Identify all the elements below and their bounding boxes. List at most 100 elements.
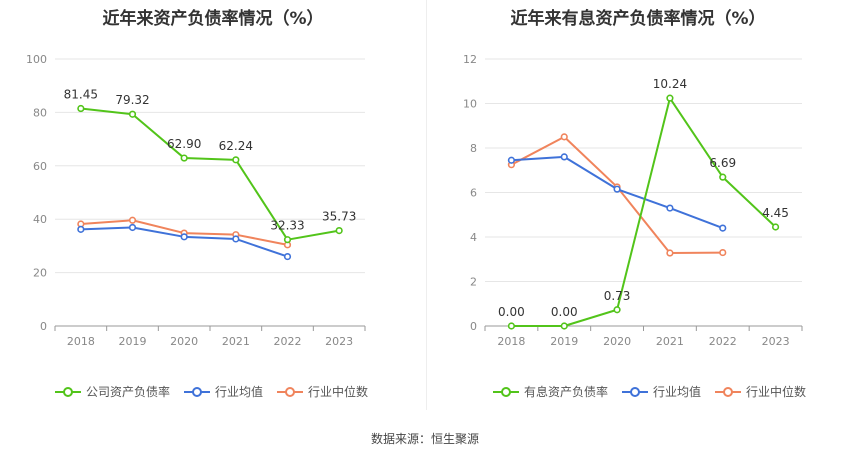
x-tick-label: 2022 [274,335,302,348]
data-point [719,248,727,257]
series-line [510,135,723,255]
data-label: 0.00 [498,305,525,319]
data-point [232,156,240,164]
legend-label: 行业中位数 [308,385,369,399]
y-tick-label: 2 [470,276,477,289]
data-point [180,154,188,162]
legend-marker [192,386,203,397]
legend-label: 行业均值 [215,385,264,399]
data-point [77,104,85,113]
legend-label: 公司资产负债率 [86,385,171,399]
data-point [128,223,137,232]
x-tick-label: 2023 [762,335,790,348]
data-point [180,233,188,241]
data-point [128,110,137,118]
data-label: 35.73 [322,210,356,224]
data-source: 数据来源：恒生聚源 [370,432,479,446]
data-label: 81.45 [64,88,98,102]
x-tick-label: 2021 [222,335,250,348]
x-tick-label: 2020 [170,335,198,348]
legend-line-icon [277,386,304,397]
legend-line-icon [622,386,649,397]
chart-divider [426,0,427,410]
data-point [613,306,621,314]
chart-legend: 有息资产负债率 行业均值 行业中位数 [493,383,820,400]
data-point [560,153,568,161]
x-tick-label: 2018 [497,335,525,348]
y-tick-label: 4 [470,231,477,244]
y-tick-label: 0 [40,320,47,333]
y-tick-label: 60 [33,160,47,173]
legend-marker [285,386,296,397]
data-label: 0.00 [551,305,578,319]
series-line [80,107,340,241]
chart-title: 近年来有息资产负债率情况（%） [510,9,766,29]
x-tick-label: 2018 [67,335,95,348]
debt-ratio-chart: 近年来资产负债率情况（%） 0 20 40 60 80 100 2018 2019 2020 20… [0,0,426,410]
x-tick-label: 2019 [550,335,578,348]
legend-item[interactable]: 行业中位数 [715,383,806,400]
legend-marker [501,386,511,397]
data-point [613,185,621,193]
y-tick-label: 20 [33,267,47,280]
y-tick-label: 10 [463,98,477,111]
legend-item[interactable]: 有息资产负债率 [493,383,608,400]
data-label: 32.33 [270,219,304,233]
legend-marker [63,386,73,397]
chart-title: 近年来资产负债率情况（%） [102,9,324,29]
x-tick-label: 2023 [325,335,353,348]
x-tick-label: 2019 [119,335,147,348]
legend-item[interactable]: 行业中位数 [277,383,368,400]
data-label: 62.90 [167,137,201,151]
legend-marker [723,386,734,397]
y-tick-label: 80 [33,106,47,119]
data-point [560,322,568,330]
legend-line-icon [715,386,742,397]
data-label: 10.24 [653,77,687,91]
y-tick-label: 40 [33,213,47,226]
y-tick-label: 12 [463,53,477,66]
data-point [283,236,292,244]
interest-debt-ratio-plot: 0 2 4 6 8 10 12 2018 2019 2020 2021 2022 2023 0.00 0.0… [463,53,803,348]
data-label: 0.73 [604,289,631,303]
data-point [666,249,674,257]
x-tick-label: 2022 [709,335,737,348]
data-point [560,133,568,141]
interest-debt-ratio-chart: 近年来有息资产负债率情况（%） 0 2 4 6 8 10 12 2018 2019 2020 202… [426,0,850,410]
data-point [719,224,727,232]
y-tick-label: 6 [470,187,477,200]
data-label: 6.69 [709,156,736,170]
data-point [507,156,516,164]
y-tick-label: 100 [26,53,47,66]
legend-line-icon [184,386,211,397]
legend-line-icon [55,386,81,397]
data-point [232,235,240,243]
legend-marker [630,386,641,397]
legend-label: 行业中位数 [746,385,807,399]
data-point [283,252,292,261]
legend-item[interactable]: 行业均值 [184,383,263,400]
legend-label: 行业均值 [653,385,702,399]
data-point [666,204,674,212]
legend-label: 有息资产负债率 [524,385,609,399]
legend-line-icon [493,386,519,397]
data-point [128,216,137,224]
y-tick-label: 8 [470,142,477,155]
data-label: 62.24 [219,139,253,153]
y-tick-label: 0 [470,320,477,333]
data-point [77,225,85,233]
data-label: 4.45 [762,206,789,220]
data-point [507,322,516,330]
data-point [771,223,780,231]
x-tick-label: 2021 [656,335,684,348]
data-point [335,227,343,235]
legend-item[interactable]: 行业均值 [622,383,701,400]
series-line [511,97,777,327]
debt-ratio-plot: 0 20 40 60 80 100 2018 2019 2020 2021 2022 2023 81.4… [26,53,366,348]
data-point [666,94,674,102]
legend-item[interactable]: 公司资产负债率 [55,383,170,400]
chart-legend: 公司资产负债率 行业均值 行业中位数 [55,383,382,400]
data-point [719,173,727,181]
data-label: 79.32 [115,93,149,107]
x-tick-label: 2020 [603,335,631,348]
